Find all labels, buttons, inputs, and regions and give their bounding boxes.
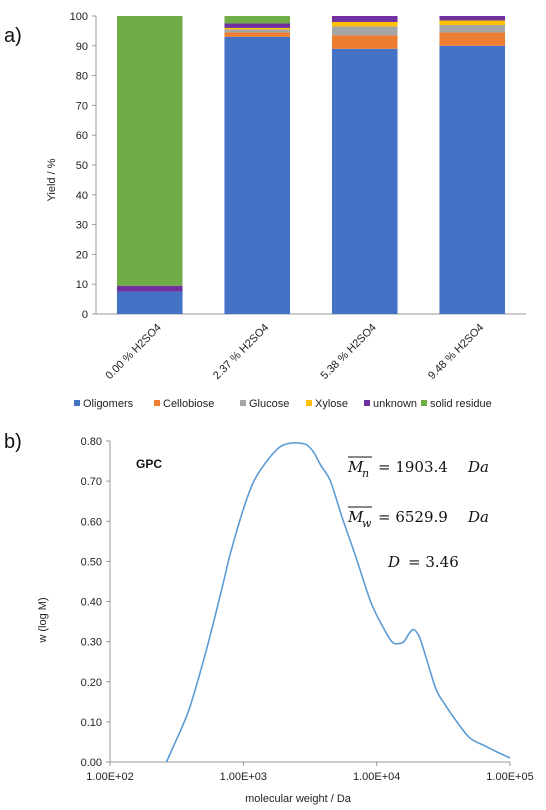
equation-3: D = 3.46 — [387, 553, 459, 571]
equation-subscript: n — [362, 467, 369, 480]
y-tick-label-b: 0.10 — [81, 717, 102, 729]
category-label: 9.48 % H2SO4 — [426, 322, 486, 382]
equation-value: = 1903.4 — [378, 458, 448, 476]
equation-unit: Da — [467, 508, 489, 526]
bar-segment — [331, 35, 398, 49]
bar-segment — [224, 27, 291, 30]
y-axis-label-b: w (log M) — [37, 597, 49, 643]
x-tick-label-b: 1.00E+04 — [353, 771, 400, 783]
legend-swatch — [74, 400, 80, 406]
legend-label: solid residue — [430, 398, 492, 410]
equation-value: = 6529.9 — [378, 508, 448, 526]
y-tick-label-a: 0 — [82, 309, 88, 321]
bar-segment — [439, 16, 506, 21]
equation-variable: D — [387, 553, 400, 571]
equation-variable: M — [347, 508, 364, 526]
bar-segment — [331, 16, 398, 22]
y-tick-label-a: 20 — [76, 249, 88, 261]
y-tick-label-a: 100 — [70, 11, 88, 23]
bar-segment — [224, 32, 291, 37]
stacked-bar-chart: Yield / % 0 10 20 30 40 50 60 70 80 90 100 0.00 % … — [46, 11, 526, 410]
gpc-curve — [165, 441, 511, 763]
bar-segment — [331, 21, 398, 27]
y-tick-label-a: 40 — [76, 190, 88, 202]
legend-label: Xylose — [315, 398, 348, 410]
bar-segment — [116, 291, 183, 314]
x-tick-label-b: 1.00E+02 — [86, 771, 133, 783]
legend-swatch — [240, 400, 246, 406]
y-tick-label-b: 0.70 — [81, 476, 102, 488]
bar-segment — [224, 29, 291, 33]
bar-segment — [224, 16, 291, 24]
equation-value: = 3.46 — [408, 553, 459, 571]
legend-item: unknown — [364, 398, 417, 410]
legend-label: Glucose — [249, 398, 289, 410]
legend-label: Oligomers — [83, 398, 134, 410]
x-tick-label-b: 1.00E+03 — [220, 771, 267, 783]
y-tick-label-a: 50 — [76, 160, 88, 172]
legend-item: Glucose — [240, 398, 289, 410]
y-tick-label-a: 30 — [76, 220, 88, 232]
bar-segment — [439, 20, 506, 25]
legend-swatch — [421, 400, 427, 406]
bar-segment — [116, 16, 183, 286]
bar-segment — [331, 26, 398, 36]
legend-label: unknown — [373, 398, 417, 410]
legend-swatch — [154, 400, 160, 406]
bar-segment — [439, 45, 506, 315]
x-axis-label-b: molecular weight / Da — [245, 793, 352, 805]
y-tick-label-b: 0.40 — [81, 597, 102, 609]
bar-segment — [439, 24, 506, 33]
bar-segment — [224, 23, 291, 28]
legend-item: Xylose — [306, 398, 348, 410]
y-tick-label-b: 0.30 — [81, 637, 102, 649]
bar-segment — [331, 48, 398, 314]
equation-2: Mw = 6529.9 Da — [347, 506, 489, 530]
y-tick-label-b: 0.80 — [81, 436, 102, 448]
y-tick-label-a: 10 — [76, 279, 88, 291]
bar-segment — [439, 32, 506, 46]
legend-item: Oligomers — [74, 398, 134, 410]
equation-unit: Da — [467, 458, 489, 476]
legend-swatch — [306, 400, 312, 406]
y-tick-label-b: 0.00 — [81, 757, 102, 769]
bar-segment — [224, 36, 291, 315]
category-label: 5.38 % H2SO4 — [319, 322, 379, 382]
legend-label: Cellobiose — [163, 398, 214, 410]
x-tick-label-b: 1.00E+05 — [486, 771, 533, 783]
y-tick-label-a: 70 — [76, 100, 88, 112]
y-tick-label-a: 80 — [76, 71, 88, 83]
legend-item: solid residue — [421, 398, 492, 410]
equation-variable: M — [347, 458, 364, 476]
y-tick-label-a: 90 — [76, 41, 88, 53]
legend-item: Cellobiose — [154, 398, 214, 410]
gpc-annotation: GPC — [136, 457, 162, 471]
y-tick-label-b: 0.50 — [81, 556, 102, 568]
equation-subscript: w — [362, 517, 372, 530]
panel-label-a: a) — [4, 25, 22, 47]
bar-segment — [116, 285, 183, 292]
panel-label-b: b) — [4, 431, 22, 453]
y-tick-label-b: 0.20 — [81, 677, 102, 689]
y-tick-label-a: 60 — [76, 130, 88, 142]
equation-1: Mn = 1903.4 Da — [347, 456, 489, 480]
category-label: 0.00 % H2SO4 — [104, 322, 164, 382]
y-axis-label-a: Yield / % — [46, 158, 58, 201]
category-label: 2.37 % H2SO4 — [211, 322, 271, 382]
gpc-line-chart: w (log M) molecular weight / Da 0.00 0.10… — [37, 436, 534, 805]
y-tick-label-b: 0.60 — [81, 516, 102, 528]
legend-swatch — [364, 400, 370, 406]
